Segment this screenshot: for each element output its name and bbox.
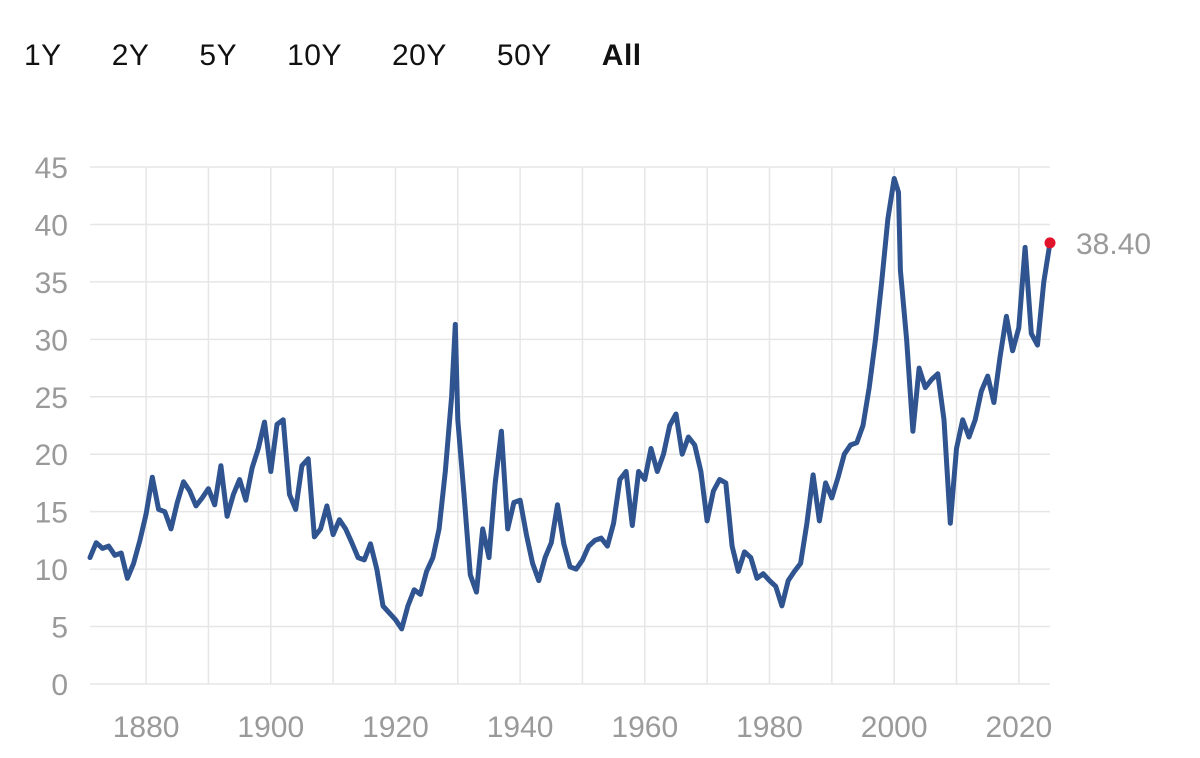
y-tick-label: 45 (35, 152, 68, 185)
range-tabs: 1Y 2Y 5Y 10Y 20Y 50Y All (24, 36, 692, 76)
range-tab-10y[interactable]: 10Y (287, 39, 342, 72)
y-tick-label: 5 (51, 612, 68, 645)
range-tab-all[interactable]: All (601, 39, 642, 72)
x-tick-label: 2000 (861, 711, 928, 744)
x-tick-label: 1980 (736, 711, 803, 744)
range-tab-20y[interactable]: 20Y (392, 39, 447, 72)
series-line (87, 176, 1053, 632)
y-tick-label: 20 (35, 439, 68, 472)
x-tick-label: 1920 (362, 711, 429, 744)
y-tick-label: 30 (35, 324, 68, 357)
range-tab-2y[interactable]: 2Y (111, 39, 150, 72)
last-value-label: 38.40 (1076, 228, 1151, 261)
y-tick-label: 25 (35, 382, 68, 415)
y-tick-label: 10 (35, 554, 68, 587)
x-tick-label: 1880 (113, 711, 180, 744)
range-tab-50y[interactable]: 50Y (496, 39, 552, 72)
x-tick-label: 1940 (487, 711, 554, 744)
y-tick-label: 15 (35, 497, 68, 530)
x-tick-label: 1960 (611, 711, 678, 744)
range-tab-1y[interactable]: 1Y (24, 39, 62, 72)
x-tick-label: 2020 (985, 711, 1052, 744)
range-tab-5y[interactable]: 5Y (199, 39, 238, 72)
y-tick-label: 0 (51, 669, 68, 702)
last-value-marker (1044, 237, 1056, 249)
y-tick-label: 35 (35, 267, 68, 300)
x-tick-label: 1900 (237, 711, 304, 744)
y-tick-label: 40 (35, 209, 68, 242)
